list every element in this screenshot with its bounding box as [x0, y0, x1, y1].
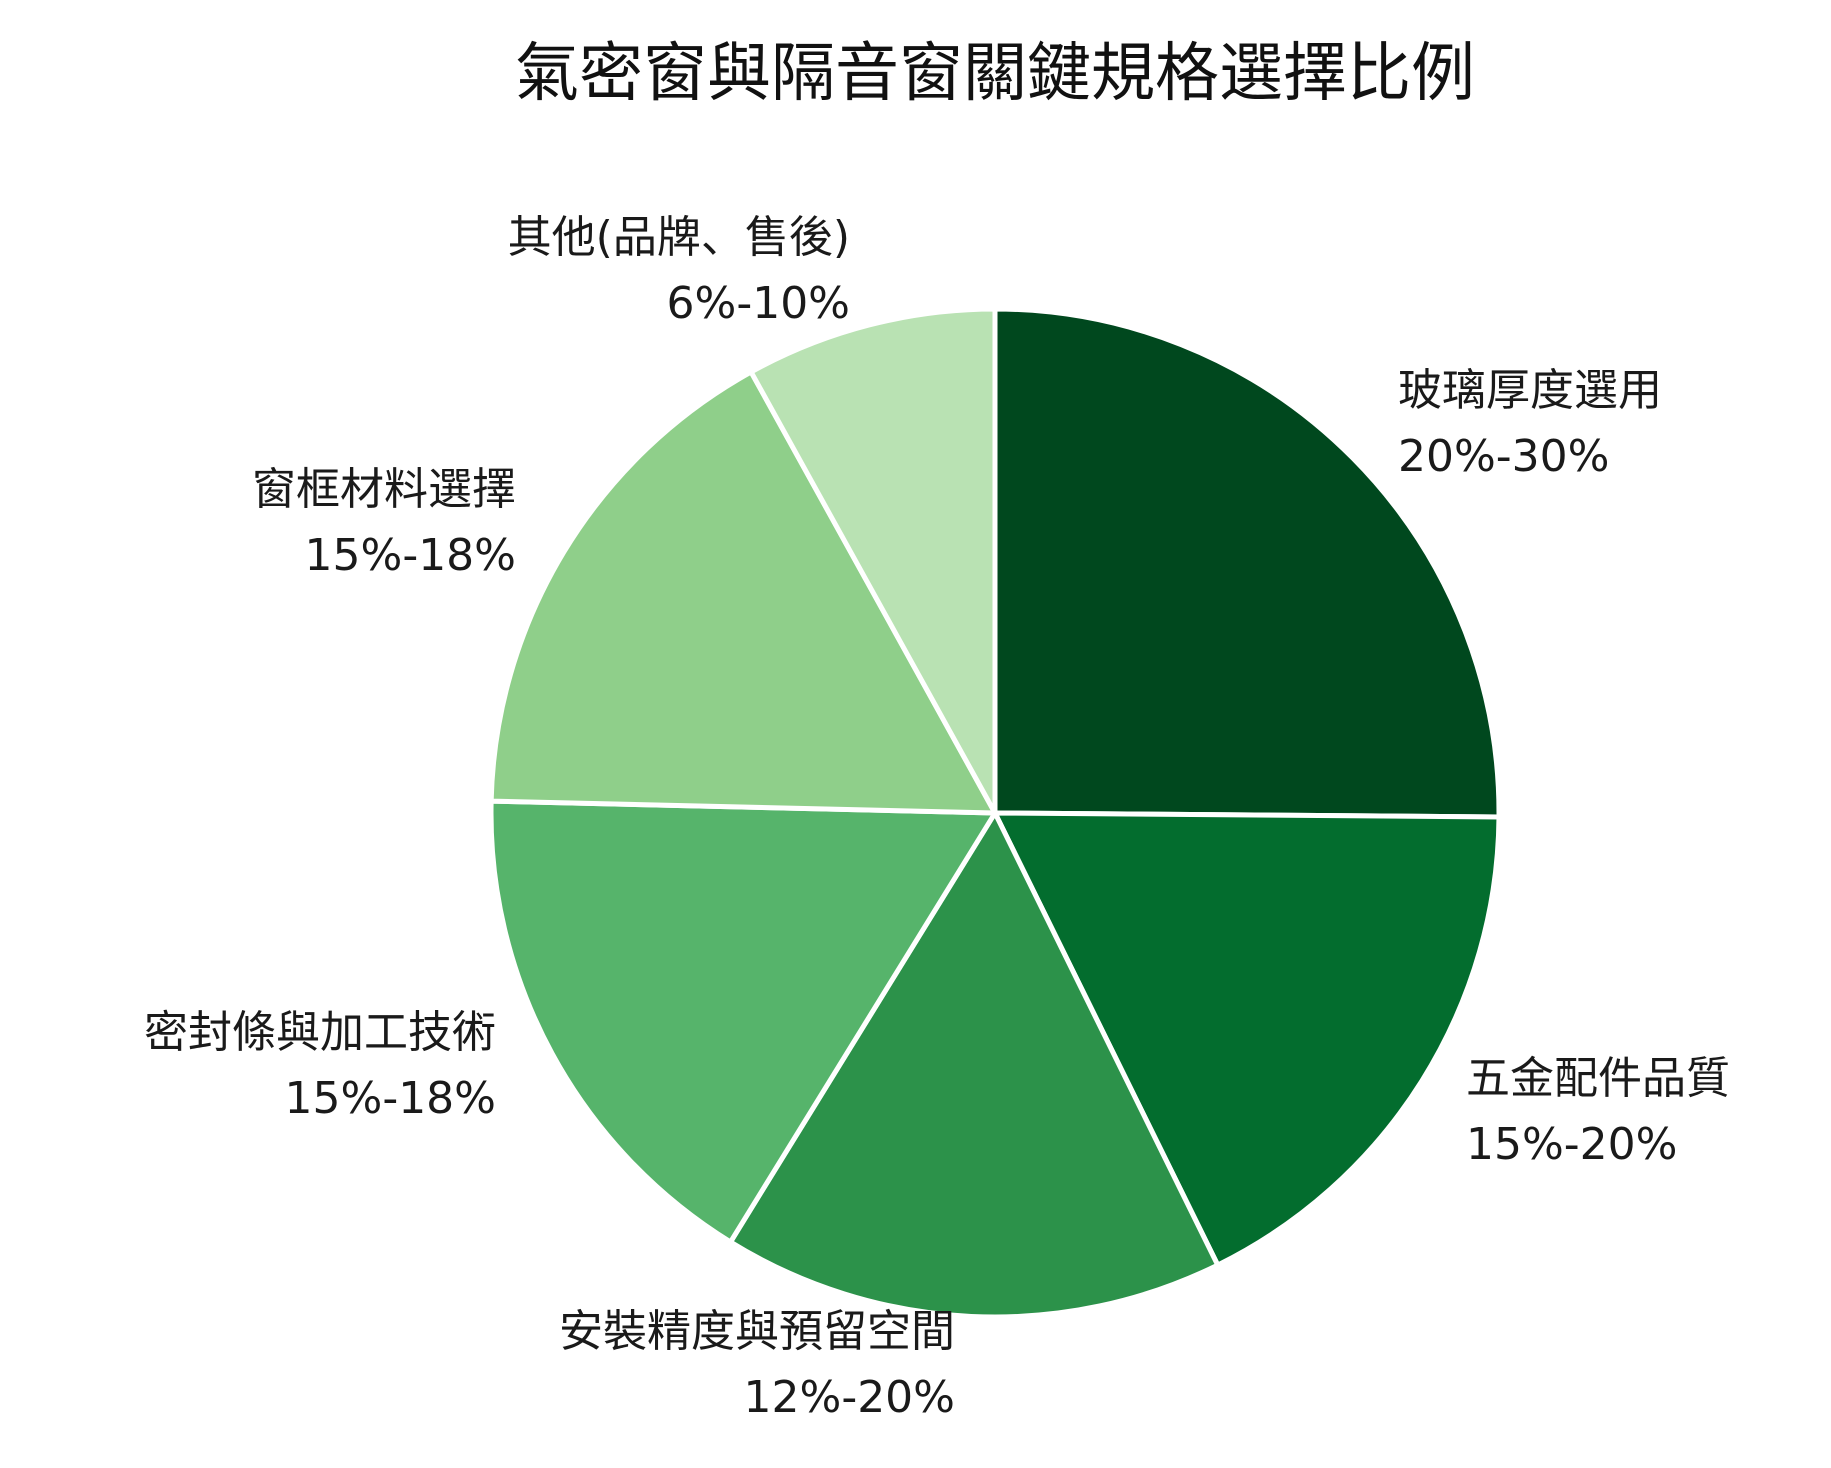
slice-label-5: 窗框材料選擇 [252, 464, 516, 515]
pie-slice-4 [488, 798, 998, 1245]
slice-labels: 玻璃厚度選用 20%-30% 五金配件品質 15%-20% 安裝精度與預留空間 12%-2… [144, 212, 1730, 1423]
chart-title: 氣密窗與隔音窗關鍵規格選擇比例 [515, 37, 1475, 111]
slice-value-label-3: 12%-20% [744, 1372, 955, 1423]
slice-label-3: 安裝精度與預留空間 [559, 1306, 955, 1357]
slice-value-label-4: 15%-18% [285, 1073, 496, 1124]
pie-slice-1 [992, 306, 1502, 820]
pie-slice-6 [748, 306, 998, 816]
slice-value-label-2: 15%-20% [1466, 1119, 1677, 1170]
pie-slice-3 [727, 810, 1221, 1320]
slice-label-4: 密封條與加工技術 [144, 1007, 496, 1058]
slice-label-1: 玻璃厚度選用 [1398, 365, 1662, 416]
slice-value-label-1: 20%-30% [1398, 431, 1609, 482]
pie-slices [488, 306, 1502, 1320]
slice-value-label-6: 6%-10% [667, 278, 850, 329]
slice-value-label-5: 15%-18% [305, 530, 516, 581]
slice-label-2: 五金配件品質 [1466, 1053, 1730, 1104]
pie-slice-5 [488, 369, 998, 816]
slice-label-6: 其他(品牌、售後) [508, 212, 850, 263]
pie-slice-2 [992, 810, 1502, 1268]
